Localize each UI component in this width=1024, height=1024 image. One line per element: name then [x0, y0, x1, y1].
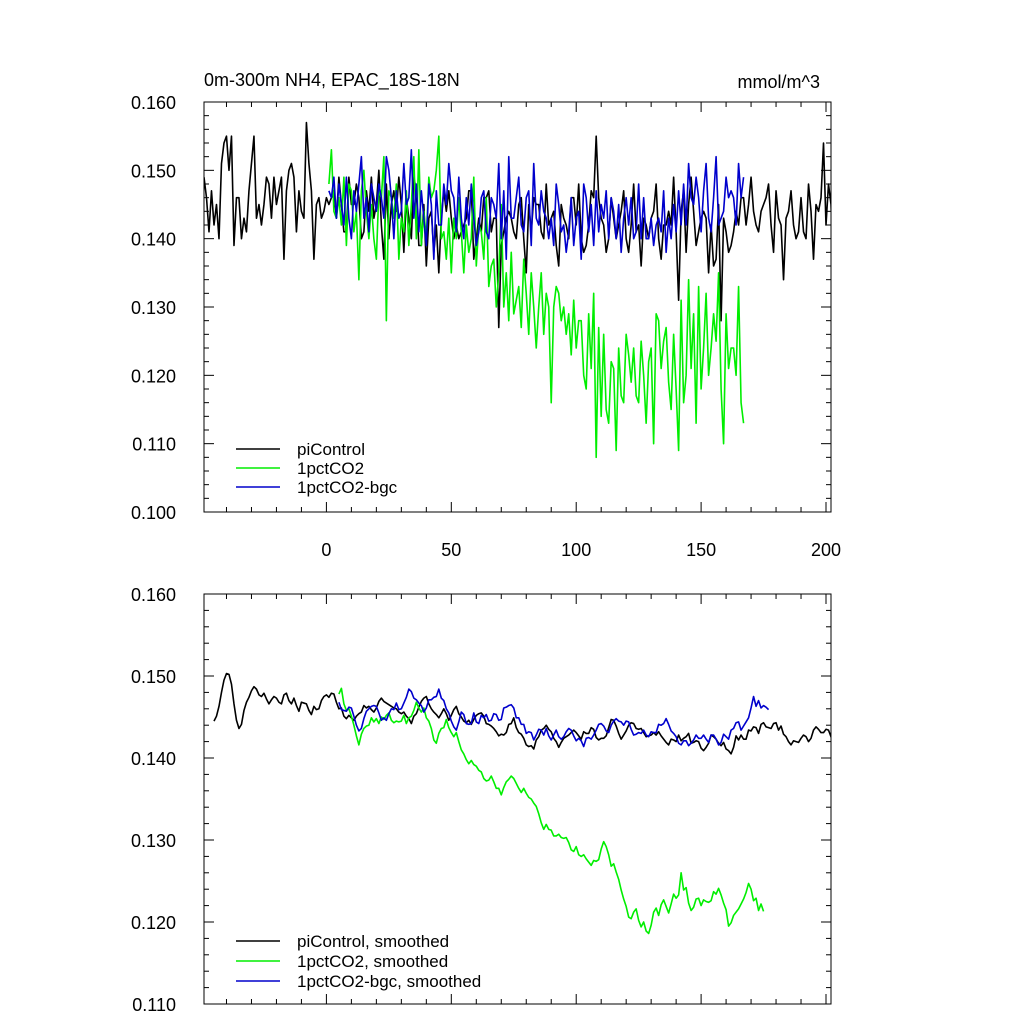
series-line-1pctco2-bgc [328, 149, 745, 260]
y-tick-label: 0.150 [131, 667, 176, 687]
y-tick-label: 0.140 [131, 230, 176, 250]
y-tick-label: 0.120 [131, 913, 176, 933]
y-tick-label: 0.140 [131, 749, 176, 769]
y-tick-label: 0.160 [131, 93, 176, 113]
legend-label: piControl [297, 440, 365, 459]
legend-label: 1pctCO2-bgc, smoothed [297, 972, 481, 991]
y-tick-label: 0.130 [131, 831, 176, 851]
legend-label: 1pctCO2, smoothed [297, 952, 448, 971]
y-tick-label: 0.150 [131, 161, 176, 181]
x-tick-label: 100 [561, 540, 591, 560]
y-tick-label: 0.110 [132, 435, 176, 455]
y-tick-label: 0.110 [132, 995, 176, 1015]
x-tick-label: 0 [321, 540, 331, 560]
series-line-1pctco2 [328, 135, 745, 459]
y-tick-label: 0.160 [131, 585, 176, 605]
legend-label: 1pctCO2 [297, 459, 364, 478]
units-label: mmol/m^3 [738, 72, 820, 92]
x-tick-label: 200 [811, 540, 841, 560]
x-tick-label: 150 [686, 540, 716, 560]
bottom-panel: 0.110 0.120 0.130 0.140 0.150 0.160 piControl,… [131, 585, 832, 1015]
legend-label: piControl, smoothed [297, 932, 449, 951]
series-line-1pctco2-smoothed [338, 687, 765, 935]
series-line-picontrol [204, 121, 831, 329]
y-tick-label: 0.100 [131, 503, 176, 523]
plot-frame [203, 593, 832, 1005]
chart-title: 0m-300m NH4, EPAC_18S-18N [204, 70, 460, 91]
y-tick-label: 0.130 [131, 298, 176, 318]
legend-label: 1pctCO2-bgc [297, 478, 398, 497]
series-line-picontrol-smoothed [213, 672, 831, 755]
y-tick-label: 0.120 [131, 366, 176, 386]
x-tick-label: 50 [441, 540, 461, 560]
top-panel: 0 50 100 150 200 0.100 0.110 0.120 0.130 0.140 0.1… [131, 93, 841, 560]
series-line-1pctco2-bgc-smoothed [338, 688, 770, 748]
